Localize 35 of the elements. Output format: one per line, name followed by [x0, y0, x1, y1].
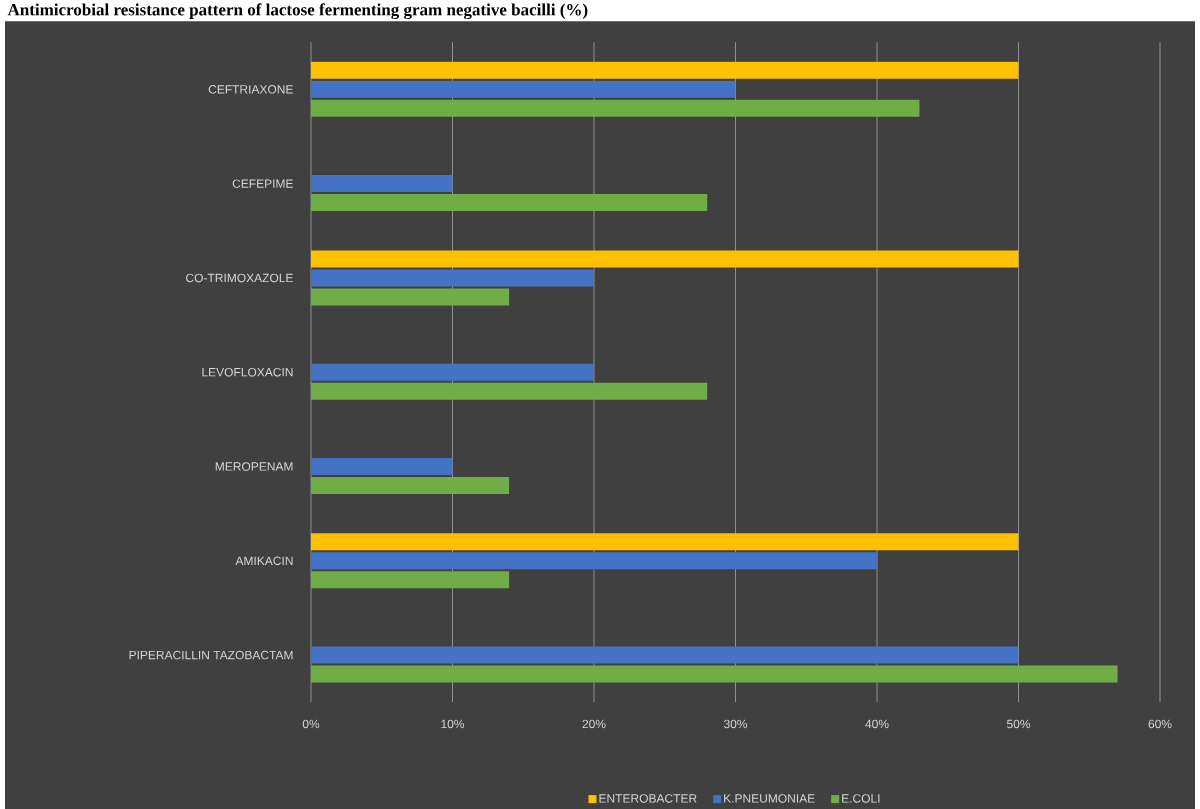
y-tick-label: PIPERACILLIN TAZOBACTAM	[129, 650, 293, 660]
chart-title: Antimicrobial resistance pattern of lactose fermenting gram negative bacilli (%)	[7, 3, 588, 19]
y-tick-label: AMIKACIN	[235, 556, 293, 565]
y-tick-label: MEROPENAM	[215, 462, 293, 471]
x-tick-label: 60%	[1148, 719, 1172, 729]
y-tick-label: CO-TRIMOXAZOLE	[186, 273, 293, 283]
bar	[311, 457, 453, 475]
bar	[311, 194, 708, 212]
bar	[311, 533, 1019, 551]
bar	[311, 99, 920, 117]
y-tick-label: CEFEPIME	[232, 179, 293, 188]
bar	[311, 288, 510, 306]
legend-label: E.COLI	[842, 794, 880, 803]
bar	[311, 175, 453, 193]
x-tick-label: 0%	[302, 719, 320, 729]
bar	[311, 80, 736, 98]
bar	[311, 646, 1019, 664]
bar	[311, 571, 510, 589]
bar	[311, 476, 510, 494]
legend-label: ENTEROBACTER	[599, 794, 697, 803]
bar	[311, 250, 1019, 268]
x-tick-label: 20%	[582, 719, 606, 729]
x-tick-label: 50%	[1006, 719, 1031, 729]
x-tick-label: 30%	[723, 719, 748, 729]
y-tick-label: LEVOFLOXACIN	[202, 367, 293, 377]
bar	[311, 61, 1019, 79]
x-tick-label: 10%	[441, 719, 465, 729]
y-tick-label: CEFTRIAXONE	[208, 85, 293, 94]
bar	[311, 363, 594, 381]
bar	[311, 269, 594, 287]
bar	[311, 382, 708, 400]
legend-label: K.PNEUMONIAE	[724, 794, 815, 803]
bar	[311, 665, 1118, 683]
x-tick-label: 40%	[865, 719, 889, 729]
bar	[311, 552, 877, 570]
